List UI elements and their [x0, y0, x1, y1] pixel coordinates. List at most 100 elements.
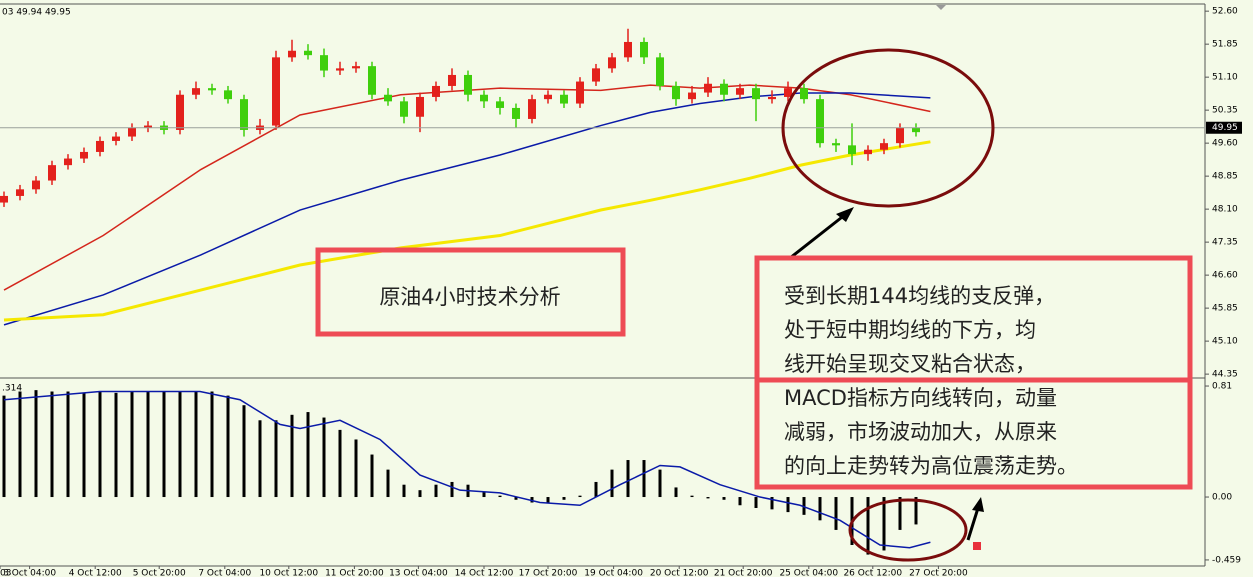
histogram-bar	[434, 484, 438, 498]
x-tick-label: 11 Oct 20:00	[325, 569, 384, 577]
histogram-bar	[882, 497, 886, 551]
histogram-bar	[386, 469, 390, 498]
candle-body	[624, 41, 632, 58]
histogram-bar	[738, 497, 742, 506]
candle-body	[896, 127, 904, 144]
candle-body	[512, 107, 520, 119]
candle-body	[736, 88, 744, 95]
candle-body	[416, 96, 424, 117]
price-header: 03 49.94 49.95	[2, 8, 71, 18]
annotation-line: 线开始呈现交叉粘合状态，	[784, 352, 1036, 376]
y-tick-label: 45.85	[1212, 304, 1238, 314]
candle-body	[640, 41, 648, 58]
candle-body	[480, 94, 488, 102]
x-tick-label: 19 Oct 04:00	[584, 569, 643, 577]
histogram-bar	[450, 481, 454, 498]
candle-body	[304, 50, 312, 56]
histogram-bar	[98, 391, 102, 498]
y-tick-label: 44.35	[1212, 370, 1238, 380]
histogram-bar	[658, 469, 662, 498]
marker	[973, 542, 981, 550]
histogram-bar	[210, 391, 214, 498]
last-price-box	[1206, 121, 1242, 134]
histogram-bar	[306, 412, 310, 498]
annotation-line: 减弱，市场波动加大，从原来	[784, 420, 1057, 444]
histogram-bar	[802, 497, 806, 515]
candle-body	[32, 180, 40, 190]
histogram-bar	[146, 391, 150, 498]
annotation-box	[315, 247, 626, 337]
histogram-bar	[18, 391, 22, 498]
candle-body	[720, 83, 728, 95]
y-tick-label: 0.00	[1212, 493, 1232, 503]
candle-body	[80, 151, 88, 159]
histogram-bar	[594, 481, 598, 498]
candle-body	[544, 94, 552, 100]
y-tick-label: 51.85	[1212, 40, 1238, 50]
histogram-bar	[402, 484, 406, 498]
histogram-bar	[194, 391, 198, 498]
histogram-bar	[178, 391, 182, 498]
histogram-bar	[834, 497, 838, 530]
candle-body	[48, 165, 56, 181]
candle-body	[176, 94, 184, 130]
last-price-label: 49.95	[1212, 123, 1238, 133]
histogram-bar	[258, 420, 262, 498]
arrow-head	[972, 497, 984, 512]
candle-body	[352, 66, 360, 69]
candle-body	[112, 136, 120, 141]
histogram-bar	[674, 487, 678, 498]
y-tick-label: 51.10	[1212, 73, 1238, 83]
candle-body	[608, 57, 616, 69]
candle-body	[240, 99, 248, 130]
candle-body	[192, 88, 200, 95]
candle-body	[384, 94, 392, 102]
histogram-bar	[866, 497, 870, 555]
y-tick-label: 0.81	[1212, 382, 1232, 392]
annotation-line: 的向上走势转为高位震荡走势。	[784, 454, 1078, 478]
candle-body	[224, 90, 232, 100]
histogram-bar	[898, 497, 902, 530]
histogram-bar	[546, 497, 550, 503]
x-tick-label: 17 Oct 20:00	[519, 569, 578, 577]
candle-body	[880, 143, 888, 150]
candle-body	[320, 55, 328, 71]
histogram-bar	[50, 391, 54, 498]
x-tick-label: 13 Oct 04:00	[389, 569, 448, 577]
annotation-line: MACD指标方向线转向，动量	[784, 386, 1057, 410]
histogram-bar	[2, 395, 6, 498]
candle-body	[448, 74, 456, 86]
histogram-bar	[482, 491, 486, 498]
candle-body	[208, 88, 216, 91]
histogram-bar	[34, 390, 38, 498]
annotation-box	[754, 377, 1193, 490]
candle-body	[560, 94, 568, 104]
histogram-bar	[418, 490, 422, 498]
y-tick-label: -0.459	[1212, 555, 1241, 565]
histogram-bar	[562, 497, 566, 500]
x-tick-label: 03	[0, 569, 11, 577]
histogram-bar	[610, 469, 614, 498]
histogram-bar	[642, 460, 646, 498]
histogram-bar	[290, 414, 294, 498]
y-tick-label: 50.35	[1212, 106, 1238, 116]
annotations: 原油4小时技术分析 受到长期144均线的支反弹， 处于短中期均线的下方，均线开始呈…	[315, 48, 1193, 562]
x-tick-label: 5 Oct 20:00	[133, 569, 186, 577]
histogram-bar	[82, 392, 86, 498]
candle-body	[144, 125, 152, 128]
histogram-bar	[530, 497, 534, 503]
x-tick-label: 27 Oct 20:00	[909, 569, 968, 577]
histogram-bar	[706, 497, 710, 499]
candle-body	[288, 50, 296, 58]
annotation-title: 原油4小时技术分析	[379, 285, 560, 309]
candle-body	[848, 145, 856, 155]
x-tick-label: 26 Oct 12:00	[843, 569, 902, 577]
histogram-bar	[338, 429, 342, 498]
histogram-bar	[690, 495, 694, 498]
x-tick-label: 4 Oct 12:00	[69, 569, 122, 577]
histogram-bar	[578, 495, 582, 498]
histogram-bar	[162, 391, 166, 498]
histogram-bar	[66, 391, 70, 498]
y-tick-label: 48.85	[1212, 172, 1238, 182]
